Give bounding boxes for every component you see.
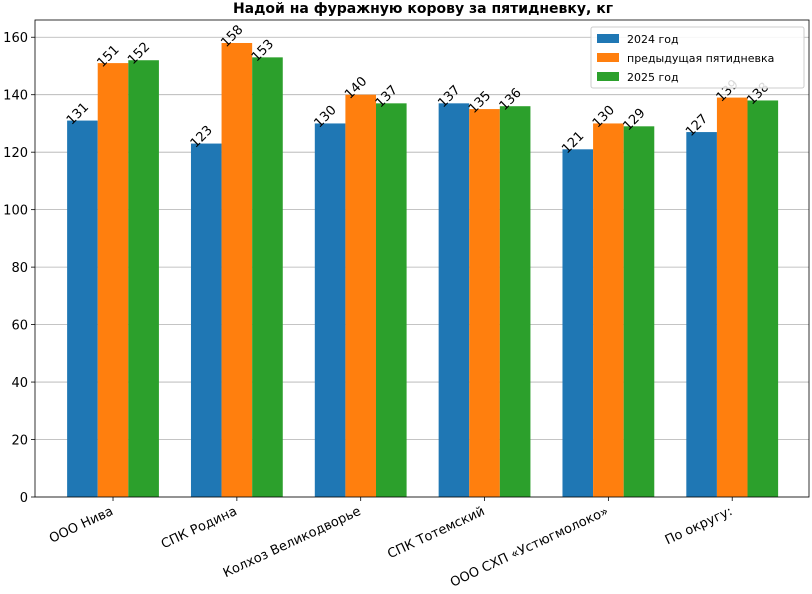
y-tick-label: 60 <box>11 319 28 334</box>
plot-frame <box>34 19 810 498</box>
bar <box>345 94 376 497</box>
bar <box>686 132 717 497</box>
bar <box>593 123 624 497</box>
bar <box>221 42 253 498</box>
x-tick-label: СПК Родина <box>159 504 240 552</box>
chart-title: Надой на фуражную корову за пятидневку, … <box>233 1 613 17</box>
y-tick-label: 80 <box>11 261 28 276</box>
bar <box>252 57 283 498</box>
grid <box>35 36 809 498</box>
legend-box <box>590 26 805 89</box>
x-tick-label: По округу: <box>663 504 735 548</box>
bar <box>469 109 500 498</box>
bar <box>623 126 655 497</box>
x-tick-label: ООО Нива <box>47 504 116 547</box>
x-tick-label: Колхоз Великодворье <box>221 504 363 581</box>
axes <box>34 19 810 498</box>
bar <box>438 103 470 497</box>
y-tick-label: 140 <box>3 89 28 104</box>
x-tick-label: СПК Тотемский <box>385 504 487 562</box>
legend: 2024 год предыдущая пятидневка 2025 год <box>590 26 805 89</box>
bar <box>67 120 98 497</box>
bar <box>716 97 748 497</box>
legend-label: 2025 год <box>627 71 679 84</box>
bars <box>67 42 779 498</box>
y-tick-label: 40 <box>11 376 28 391</box>
bar <box>314 123 346 497</box>
legend-swatch <box>597 72 619 81</box>
bar <box>375 103 407 497</box>
legend-swatch <box>597 53 619 62</box>
bar <box>190 143 222 497</box>
y-tick-label: 20 <box>11 434 28 449</box>
bar <box>97 63 129 497</box>
bar <box>747 100 779 498</box>
bar <box>562 149 594 497</box>
legend-swatch <box>597 34 619 43</box>
legend-label: предыдущая пятидневка <box>627 52 774 65</box>
y-tick-label: 100 <box>3 204 28 219</box>
bar <box>128 60 159 498</box>
bar <box>499 106 531 497</box>
y-tick-label: 120 <box>3 146 28 161</box>
y-tick-label: 160 <box>3 31 28 46</box>
y-tick-label: 0 <box>20 491 28 506</box>
legend-label: 2024 год <box>627 33 679 46</box>
